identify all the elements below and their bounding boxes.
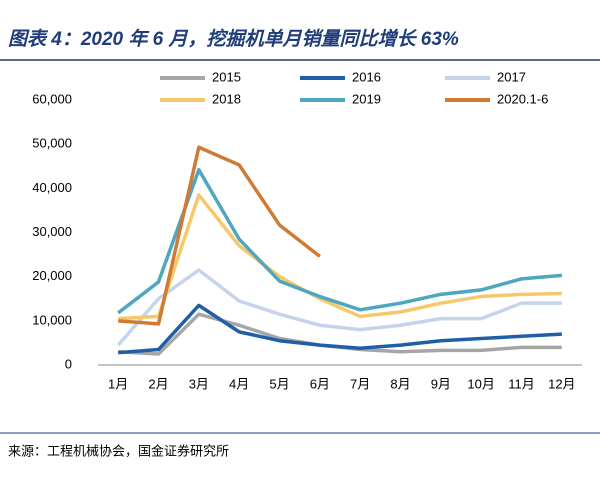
x-tick-label: 5月 [269, 376, 289, 391]
x-tick-label: 7月 [350, 376, 370, 391]
y-tick-label: 30,000 [32, 224, 72, 239]
y-tick-label: 0 [65, 356, 72, 371]
legend-label: 2017 [497, 69, 526, 84]
x-tick-label: 1月 [108, 376, 128, 391]
legend-label: 2016 [352, 69, 381, 84]
source-note: 来源：工程机械协会，国金证券研究所 [8, 443, 229, 458]
series-line [118, 145, 321, 326]
legend-label: 2019 [352, 91, 381, 106]
series-line [117, 168, 562, 315]
x-tick-label: 8月 [390, 376, 410, 391]
legend-label: 2018 [212, 91, 241, 106]
x-tick-label: 2月 [148, 376, 168, 391]
x-tick-label: 6月 [310, 376, 330, 391]
y-tick-label: 10,000 [32, 312, 72, 327]
chart-title: 图表 4：2020 年 6 月，挖掘机单月销量同比增长 63% [8, 28, 459, 50]
y-tick-label: 40,000 [32, 180, 72, 195]
series-line [118, 193, 562, 321]
y-tick-label: 20,000 [32, 268, 72, 283]
y-tick-label: 60,000 [32, 91, 72, 106]
x-tick-label: 11月 [508, 376, 535, 391]
x-tick-label: 12月 [548, 376, 575, 391]
series-line [118, 303, 562, 355]
series-line [116, 268, 562, 347]
legend-label: 2015 [212, 69, 241, 84]
x-tick-label: 10月 [467, 376, 494, 391]
x-tick-label: 3月 [189, 376, 209, 391]
legend-label: 2020.1-6 [497, 91, 548, 106]
x-tick-label: 9月 [431, 376, 451, 391]
x-tick-label: 4月 [229, 376, 249, 391]
y-tick-label: 50,000 [32, 136, 72, 151]
